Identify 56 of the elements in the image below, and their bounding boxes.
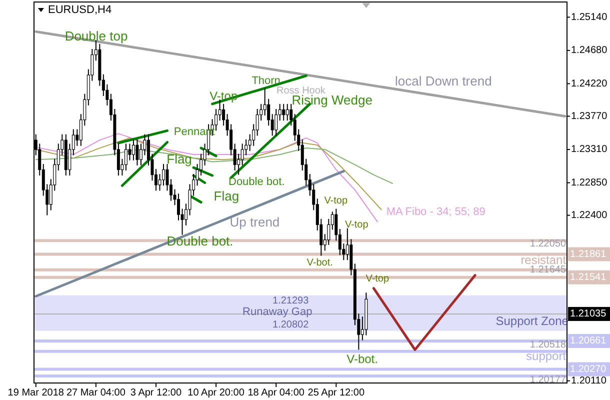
annotation: Rising Wedge <box>292 92 372 108</box>
candlestick <box>136 138 139 166</box>
y-tick-label: 1.22850 <box>571 177 608 188</box>
candlestick <box>286 103 289 122</box>
candlestick <box>263 88 266 116</box>
y-tick-label: 1.24680 <box>571 45 608 56</box>
candlestick <box>124 143 128 171</box>
annotation: 1.20177 <box>530 374 566 386</box>
candlestick <box>177 193 180 221</box>
x-tick-label: 3 Apr 12:00 <box>130 388 182 399</box>
annotation: V-bot. <box>306 258 333 269</box>
candlestick <box>132 138 135 161</box>
annotation: support <box>526 349 567 364</box>
annotation: 1.22050 <box>530 238 566 250</box>
annotation: 1.21645 <box>530 264 566 276</box>
candlestick <box>274 108 278 136</box>
annotation: Flag <box>166 151 192 166</box>
annotation: V-top <box>324 196 348 207</box>
annotation: V-top <box>210 89 238 104</box>
annotation: Up trend <box>230 214 280 230</box>
annotation: Double top <box>64 28 128 44</box>
candlestick <box>128 143 132 161</box>
y-tick-label: 1.23770 <box>571 110 608 122</box>
ref-line-label: 1.21861 <box>570 248 607 260</box>
x-tick-label: 19 Mar 2018 <box>8 388 64 399</box>
annotation: V-top <box>366 274 390 285</box>
candlestick <box>240 143 244 166</box>
annotation: 1.21293 <box>272 296 310 307</box>
chart-title: EURUSD,H4 <box>48 4 112 16</box>
annotation: 1.20518 <box>530 340 566 351</box>
x-tick-label: 18 Apr 04:00 <box>248 388 305 399</box>
x-tick-label: 10 Apr 20:00 <box>188 388 245 399</box>
y-tick-label: 1.25140 <box>571 12 608 23</box>
y-tick-label: 1.20110 <box>571 375 607 386</box>
x-tick-label: 25 Apr 12:00 <box>308 388 365 399</box>
annotation: local Down trend <box>395 73 492 88</box>
annotation: V-top <box>344 220 369 231</box>
candlestick <box>237 153 240 176</box>
x-tick-label: 27 Mar 04:00 <box>66 388 126 399</box>
candlestick <box>162 163 165 186</box>
ref-line-label: 1.20270 <box>570 364 607 375</box>
ref-line-label: 1.20661 <box>570 336 607 347</box>
annotation: Flag <box>214 188 240 204</box>
ref-line-label: 1.21035 <box>570 308 607 320</box>
y-tick-label: 1.23310 <box>571 144 608 156</box>
annotation: MA Fibo - 34; 55; 89 <box>386 206 486 218</box>
candlestick <box>214 108 218 132</box>
annotation: V-bot. <box>346 352 378 366</box>
candlestick <box>282 103 286 122</box>
candlestick <box>222 103 226 126</box>
ref-line-label: 1.21541 <box>570 272 607 284</box>
y-tick-label: 1.22400 <box>571 210 608 221</box>
annotation: Double bot. <box>228 176 285 188</box>
annotation: Thorn <box>252 74 280 87</box>
annotation: 1.20802 <box>272 320 310 331</box>
y-tick-label: 1.24220 <box>571 78 608 90</box>
